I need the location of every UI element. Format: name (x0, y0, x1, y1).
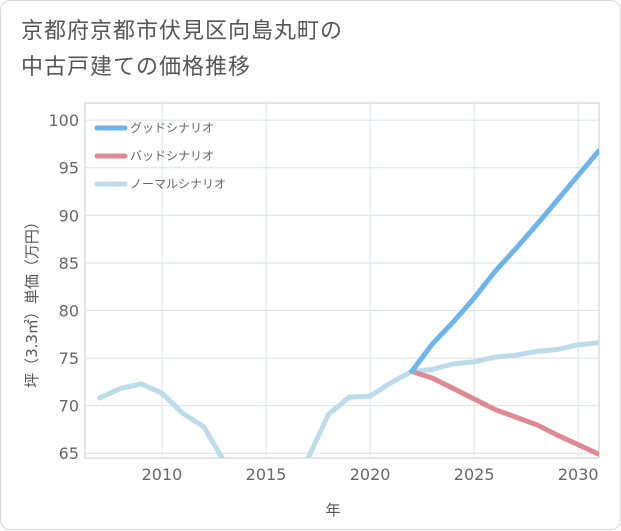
chart-title-line-1: 京都府京都市伏見区向島丸町の (21, 19, 344, 44)
y-gridlines (85, 119, 599, 454)
x-tick-labels: 2010 2015 2020 2025 2030 (142, 465, 599, 484)
x-gridlines (161, 103, 579, 458)
chart-title-line-2: 中古戸建ての価格推移 (21, 55, 252, 80)
legend-label-good: グッドシナリオ (130, 121, 214, 135)
y-tick-label-80: 80 (59, 301, 79, 320)
y-tick-labels: 65 70 75 80 85 90 95 100 (48, 111, 79, 463)
legend-label-bad: バッドシナリオ (130, 149, 214, 163)
y-tick-label-65: 65 (59, 444, 79, 463)
y-tick-label-70: 70 (59, 397, 79, 416)
y-tick-label-90: 90 (59, 206, 79, 225)
y-tick-label-95: 95 (59, 159, 79, 178)
chart-title: 京都府京都市伏見区向島丸町の 中古戸建ての価格推移 (21, 14, 581, 86)
x-axis-title: 年 (325, 501, 340, 519)
legend: グッドシナリオ バッドシナリオ ノーマルシナリオ (94, 121, 226, 191)
y-axis-title: 坪（3.3㎡）単価（万円） (23, 214, 41, 388)
y-tick-label-100: 100 (48, 111, 79, 130)
series-lines (97, 148, 599, 458)
x-tick-label-2010: 2010 (142, 465, 183, 484)
y-tick-label-85: 85 (59, 254, 79, 273)
y-tick-label-75: 75 (59, 349, 79, 368)
x-tick-label-2030: 2030 (558, 465, 599, 484)
x-tick-label-2015: 2015 (246, 465, 287, 484)
x-tick-label-2025: 2025 (454, 465, 495, 484)
legend-label-normal: ノーマルシナリオ (130, 177, 226, 191)
series-line-normal (97, 340, 599, 458)
series-line-good (409, 148, 599, 374)
series-line-bad (409, 368, 599, 457)
x-tick-label-2020: 2020 (350, 465, 391, 484)
